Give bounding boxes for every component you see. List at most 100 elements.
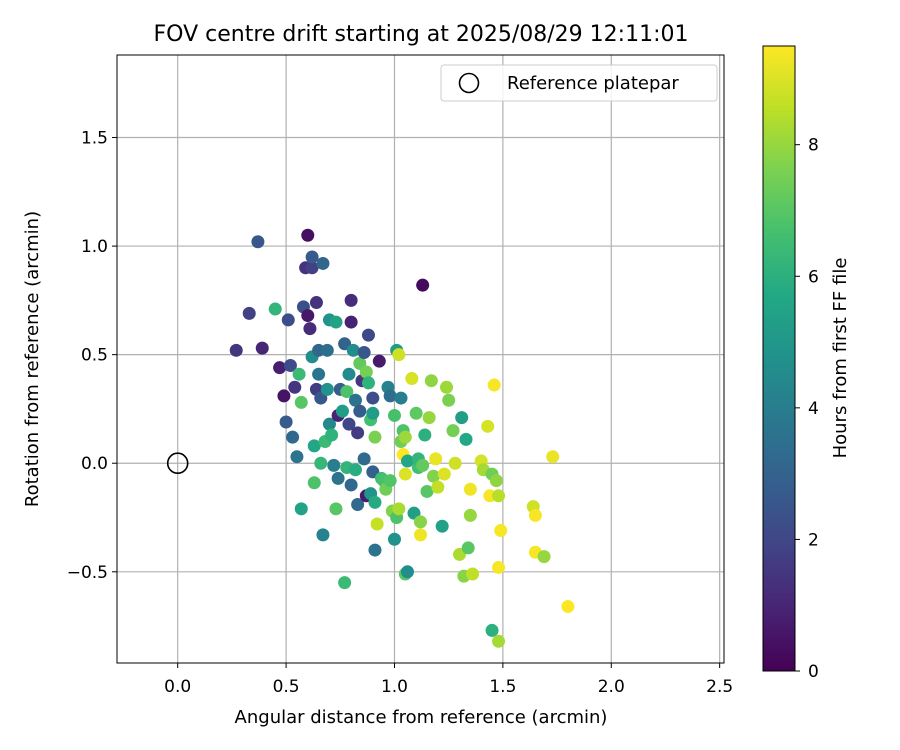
plot-frame: [116, 54, 725, 664]
data-point: [442, 393, 456, 407]
data-point: [329, 315, 343, 329]
data-point: [268, 302, 282, 316]
data-point: [372, 354, 386, 368]
data-point: [414, 515, 427, 529]
data-point: [459, 432, 473, 446]
data-point: [392, 348, 406, 362]
data-point: [546, 450, 560, 464]
data-point: [400, 454, 414, 468]
scatter-points: [229, 228, 575, 648]
data-point: [485, 623, 499, 637]
data-point: [461, 541, 475, 555]
data-point: [255, 341, 269, 355]
data-point: [357, 452, 371, 466]
y-tick-label: 0.5: [81, 346, 108, 366]
colorbar-ticks: 0 2 4 6 8: [795, 136, 819, 682]
data-point: [383, 389, 397, 403]
data-point: [463, 482, 477, 496]
legend: Reference platepar: [440, 64, 718, 102]
data-point: [398, 467, 412, 481]
data-point: [359, 365, 373, 379]
data-point: [251, 235, 265, 249]
data-point: [368, 495, 382, 509]
data-point: [368, 543, 382, 557]
x-tick-label: 0.5: [273, 677, 300, 697]
data-point: [494, 524, 508, 538]
data-point: [492, 560, 506, 574]
data-point: [344, 315, 358, 329]
data-point: [435, 519, 449, 533]
data-point: [361, 376, 375, 390]
data-point: [463, 508, 477, 522]
colorbar-tick-label: 2: [808, 530, 819, 550]
data-point: [307, 439, 321, 453]
colorbar-tick-label: 8: [808, 136, 819, 156]
data-point: [286, 430, 300, 444]
data-point: [307, 476, 321, 490]
data-point: [338, 576, 352, 590]
data-point: [340, 385, 354, 399]
x-axis-ticks: 0.0 0.5 1.0 1.5 2.0 2.5: [164, 663, 733, 697]
data-point: [242, 306, 256, 320]
y-tick-label: 1.5: [81, 129, 108, 149]
data-point: [320, 343, 334, 357]
colorbar-tick-label: 4: [808, 399, 819, 419]
data-point: [409, 406, 423, 420]
data-point: [368, 430, 382, 444]
data-point: [427, 469, 441, 483]
data-point: [561, 600, 575, 614]
data-point: [357, 345, 371, 359]
data-point: [312, 367, 326, 381]
data-point: [301, 309, 315, 323]
x-tick-label: 0.0: [164, 677, 191, 697]
legend-marker-icon: [458, 72, 480, 94]
chart-title: FOV centre drift starting at 2025/08/29 …: [154, 22, 689, 47]
legend-box: [440, 64, 718, 102]
data-point: [322, 417, 336, 431]
data-point: [325, 428, 339, 442]
data-point: [320, 382, 334, 396]
x-tick-label: 1.0: [381, 677, 408, 697]
data-point: [273, 361, 287, 375]
data-point: [314, 456, 328, 470]
y-tick-label: 0.0: [81, 454, 108, 474]
data-point: [342, 367, 356, 381]
data-point: [361, 328, 375, 342]
data-point: [294, 395, 308, 409]
colorbar: [762, 45, 796, 672]
data-point: [387, 532, 401, 546]
data-point: [279, 415, 293, 429]
data-point: [387, 408, 401, 422]
data-point: [418, 428, 432, 442]
x-tick-label: 2.0: [598, 677, 625, 697]
data-point: [528, 508, 542, 522]
data-point: [392, 502, 406, 516]
data-point: [327, 458, 341, 472]
legend-label: Reference platepar: [507, 73, 679, 94]
data-point: [455, 411, 469, 425]
data-point: [416, 278, 430, 292]
data-point: [405, 372, 419, 386]
data-point: [292, 367, 306, 381]
data-point: [492, 489, 506, 503]
data-point: [329, 502, 343, 516]
data-point: [431, 480, 445, 494]
data-point: [492, 634, 506, 648]
data-point: [335, 404, 349, 418]
data-point: [481, 419, 495, 433]
data-point: [229, 343, 243, 357]
data-point: [344, 478, 358, 492]
data-point: [400, 565, 414, 579]
data-point: [351, 426, 365, 440]
data-point: [366, 391, 380, 405]
data-point: [398, 430, 412, 444]
data-point: [348, 463, 362, 477]
reference-platepar-marker: [166, 452, 189, 475]
data-point: [305, 261, 319, 275]
data-point: [424, 374, 438, 388]
colorbar-tick-label: 6: [808, 267, 819, 287]
data-point: [305, 250, 319, 264]
data-point: [283, 359, 297, 373]
data-point: [394, 391, 408, 405]
